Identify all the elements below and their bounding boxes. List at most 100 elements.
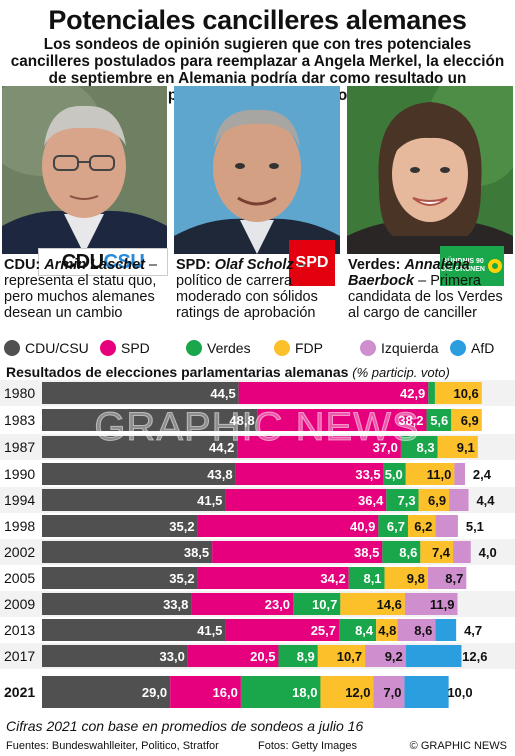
value-label: 38,2 — [398, 413, 423, 428]
value-label: 8,4 — [355, 623, 374, 638]
value-label: 8,6 — [414, 623, 432, 638]
bar-afd — [404, 676, 449, 708]
value-label: 37,0 — [373, 440, 398, 455]
value-label: 7,4 — [432, 545, 451, 560]
footer: Fuentes: Bundeswahlleiter, Politico, Str… — [0, 740, 515, 756]
photo-credit: Fotos: Getty Images — [258, 740, 358, 752]
footnote: Cifras 2021 con base en promedios de son… — [6, 718, 364, 734]
category-label: 1994 — [4, 492, 35, 508]
bar-izquierda — [454, 463, 465, 485]
value-label: 10,7 — [337, 649, 362, 664]
value-label: 9,1 — [457, 440, 475, 455]
value-label: 6,7 — [387, 519, 405, 534]
bar-spd — [197, 567, 349, 589]
watermark: GRAPHIC NEWS — [94, 405, 419, 449]
bar-verdes — [240, 676, 321, 708]
bar-fdp — [320, 676, 374, 708]
bar-spd — [237, 436, 401, 458]
category-label: 1987 — [4, 439, 35, 455]
candidate-party: CDU: — [4, 257, 41, 273]
gruene-logo: BÜNDNIS 90 DIE GRÜNEN — [440, 246, 504, 286]
bar-fdp — [340, 593, 405, 615]
category-label: 1983 — [4, 412, 35, 428]
legend-swatch — [186, 340, 202, 356]
value-label: 6,9 — [428, 493, 446, 508]
bar-fdp — [405, 463, 455, 485]
photo-laschet — [2, 86, 167, 254]
value-label: 35,2 — [169, 571, 194, 586]
value-label: 38,5 — [354, 545, 379, 560]
candidate-party: SPD: — [176, 257, 211, 273]
bar-cducsu — [42, 567, 198, 589]
sunflower-icon — [487, 259, 502, 273]
value-label: 34,2 — [320, 571, 345, 586]
candidate-name: Olaf Scholz — [214, 257, 294, 273]
legend-swatch — [4, 340, 20, 356]
bar-verdes — [278, 645, 318, 667]
bar-verdes — [293, 593, 341, 615]
value-label: 42,9 — [400, 386, 425, 401]
category-label: 2017 — [4, 648, 35, 664]
legend-swatch — [100, 340, 116, 356]
value-label: 10,6 — [453, 386, 478, 401]
bar-spd — [187, 645, 279, 667]
bar-spd — [170, 676, 241, 708]
value-label: 29,0 — [142, 685, 167, 700]
value-label: 48,8 — [229, 413, 254, 428]
value-label: 8,6 — [399, 545, 417, 560]
bar-spd — [225, 619, 340, 641]
sources-credit: Fuentes: Bundeswahlleiter, Politico, Str… — [6, 740, 219, 752]
bar-spd — [235, 463, 384, 485]
value-label: 38,5 — [184, 545, 209, 560]
candidate-desc: – político de carrera moderado con sólid… — [176, 257, 318, 321]
bar-spd — [191, 593, 294, 615]
legend-item-afd: AfD — [450, 340, 494, 356]
bar-cducsu — [42, 463, 236, 485]
value-label: 43,8 — [207, 467, 232, 482]
value-label: 4,8 — [378, 623, 396, 638]
bar-fdp — [317, 645, 366, 667]
value-label: 14,6 — [377, 597, 402, 612]
bar-cducsu — [42, 515, 198, 537]
bar-verdes — [382, 541, 421, 563]
bar-spd — [257, 409, 427, 431]
value-label: 4,0 — [479, 545, 497, 560]
bar-spd — [197, 515, 379, 537]
candidate-name: Armin Laschet — [44, 257, 146, 273]
spd-logo: SPD — [289, 240, 335, 286]
value-label: 5,0 — [385, 467, 403, 482]
category-label: 1990 — [4, 466, 35, 482]
chart-subtitle: (% particip. voto) — [352, 365, 450, 380]
legend-swatch — [360, 340, 376, 356]
bar-verdes — [383, 463, 406, 485]
candidate-scholz: SPD: Olaf Scholz – político de carrera m… — [176, 257, 342, 321]
value-label: 8,9 — [297, 649, 315, 664]
bar-izquierda — [397, 619, 436, 641]
bar-cducsu — [42, 645, 188, 667]
candidate-party: Verdes: — [348, 257, 401, 273]
bar-fdp — [420, 541, 454, 563]
category-label: 2005 — [4, 570, 35, 586]
value-label: 23,0 — [265, 597, 290, 612]
value-label: 44,2 — [209, 440, 234, 455]
value-label: 40,9 — [350, 519, 375, 534]
bar-cducsu — [42, 436, 238, 458]
bar-cducsu — [42, 489, 226, 511]
bar-verdes — [386, 489, 419, 511]
legend-swatch — [274, 340, 290, 356]
bar-verdes — [348, 567, 385, 589]
value-label: 35,2 — [169, 519, 194, 534]
category-label: 1980 — [4, 385, 35, 401]
value-label: 6,9 — [461, 413, 479, 428]
bar-spd — [238, 382, 429, 404]
bar-cducsu — [42, 541, 213, 563]
bar-cducsu — [42, 619, 226, 641]
value-label: 11,9 — [430, 597, 455, 612]
value-label: 9,8 — [407, 571, 425, 586]
value-label: 33,5 — [355, 467, 380, 482]
bar-verdes — [400, 436, 438, 458]
value-label: 7,3 — [398, 493, 416, 508]
category-label: 1998 — [4, 518, 35, 534]
bar-cducsu — [42, 382, 239, 404]
value-label: 12,0 — [345, 685, 370, 700]
